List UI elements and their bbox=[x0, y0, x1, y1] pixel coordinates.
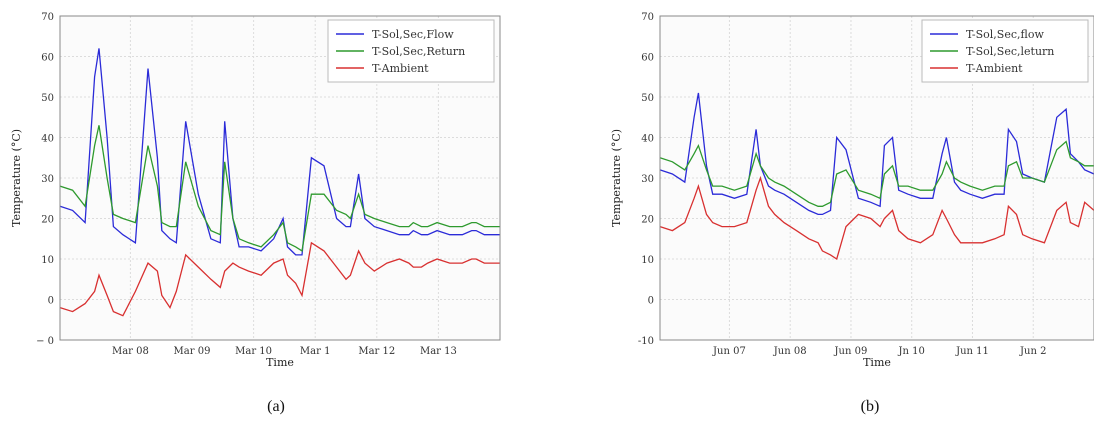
y-tick-label: 20 bbox=[641, 215, 654, 226]
axes-frame bbox=[59, 15, 501, 341]
series-line bbox=[659, 92, 1094, 216]
y-tick-label: 10 bbox=[41, 255, 54, 266]
x-tick-label: Mar 09 bbox=[174, 346, 211, 357]
series-line bbox=[659, 175, 1094, 261]
y-tick-label: 40 bbox=[41, 134, 54, 145]
y-axis-label: Temperature (°C) bbox=[10, 129, 23, 227]
legend-entry: T-Sol,Sec,Flow bbox=[372, 28, 454, 41]
x-tick-label: Mar 12 bbox=[358, 346, 395, 357]
legend-entry: T-Sol,Sec,leturn bbox=[966, 45, 1054, 58]
x-tick-label: Jn 10 bbox=[898, 346, 925, 357]
y-tick-label: 70 bbox=[641, 12, 654, 23]
y-tick-label: -10 bbox=[638, 336, 654, 347]
series-line bbox=[59, 241, 500, 317]
x-tick-label: Mar 13 bbox=[420, 346, 457, 357]
x-tick-label: Jun 08 bbox=[773, 346, 807, 357]
y-tick-label: 70 bbox=[41, 12, 54, 23]
y-tick-label: 30 bbox=[41, 174, 54, 185]
caption-b: (b) bbox=[860, 398, 880, 415]
x-tick-label: Mar 10 bbox=[235, 346, 272, 357]
y-tick-label: 40 bbox=[641, 134, 654, 145]
series-line bbox=[59, 125, 500, 252]
legend-entry: T-Ambient bbox=[966, 62, 1023, 75]
chart-b: -10 0 10 20 30 40 50 60 70 Jun 07 Jun 08 Jun 09 Jn 1… bbox=[610, 12, 1094, 369]
y-axis-label: Temperature (°C) bbox=[610, 129, 623, 227]
y-tick-label: 10 bbox=[641, 255, 654, 266]
x-tick-label: Jun 11 bbox=[955, 346, 989, 357]
series-line bbox=[659, 140, 1094, 207]
x-axis-label: Time bbox=[266, 356, 294, 369]
y-tick-label: 50 bbox=[641, 93, 654, 104]
y-tick-label: 60 bbox=[641, 53, 654, 64]
y-tick-label: 50 bbox=[41, 93, 54, 104]
y-tick-label: 0 bbox=[48, 296, 54, 307]
y-tick-label: 20 bbox=[41, 215, 54, 226]
y-tick-label: 30 bbox=[641, 174, 654, 185]
y-tick-label: 0 bbox=[648, 296, 654, 307]
x-tick-label: Jun 09 bbox=[834, 346, 868, 357]
legend-entry: T-Ambient bbox=[372, 62, 429, 75]
x-tick-label: Mar 08 bbox=[112, 346, 149, 357]
x-tick-label: Jun 2 bbox=[1019, 346, 1046, 357]
y-tick-label: 60 bbox=[41, 53, 54, 64]
axes-frame bbox=[659, 15, 1094, 341]
y-tick-label: − 0 bbox=[36, 336, 54, 347]
legend-entry: T-Sol,Sec,flow bbox=[966, 28, 1044, 41]
caption-a: (a) bbox=[267, 398, 285, 415]
x-axis-label: Time bbox=[863, 356, 891, 369]
chart-a: − 0 0 10 20 30 40 50 60 70 Mar 08 Mar 09 Mar 10 Mar … bbox=[10, 12, 501, 369]
x-tick-label: Jun 07 bbox=[712, 346, 746, 357]
x-tick-label: Mar 1 bbox=[300, 346, 331, 357]
legend-entry: T-Sol,Sec,Return bbox=[372, 45, 465, 58]
